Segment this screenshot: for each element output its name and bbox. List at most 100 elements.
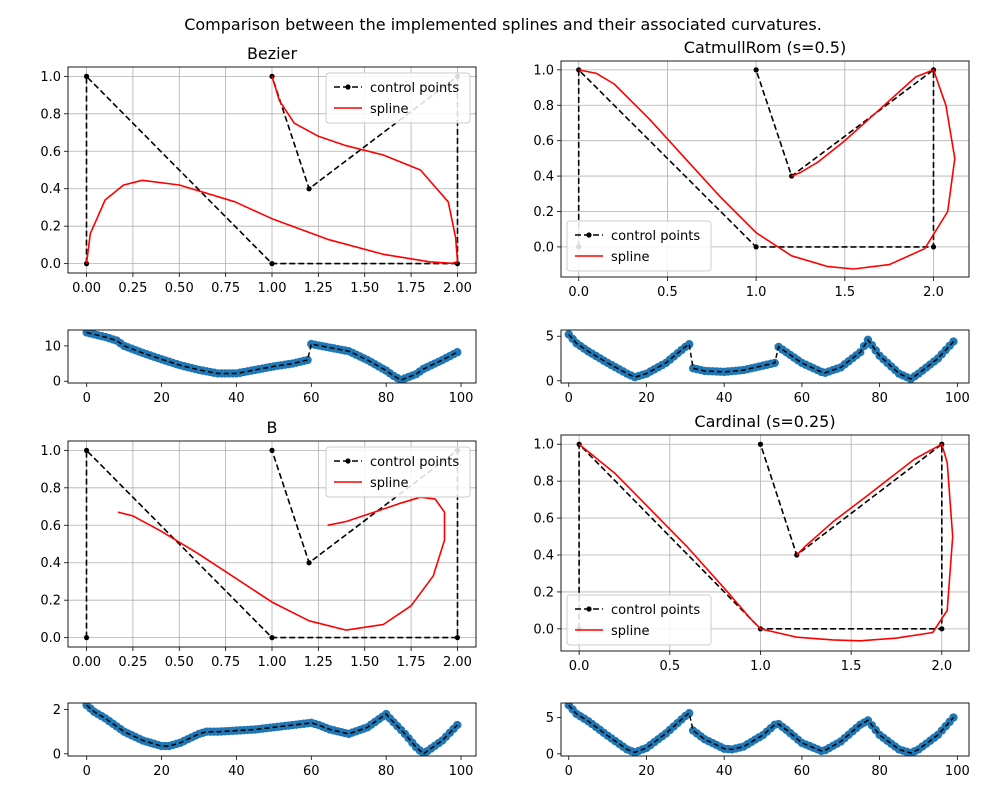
subplots: 0.00 0.25 0.50 0.75 1.00 1.25 1.50 1.75 2.000.00… <box>40 38 969 779</box>
y-tick-label: 1.0 <box>533 63 554 78</box>
control-point <box>269 447 275 453</box>
x-tick-label: 100 <box>449 391 474 406</box>
x-tick-label: 0.00 <box>72 655 101 670</box>
y-tick-label: 1.0 <box>40 444 61 459</box>
legend-box <box>325 446 471 498</box>
x-tick-label: 20 <box>638 764 655 779</box>
y-tick-label: 0.4 <box>40 556 61 571</box>
subplot-cardinal: 0.0 0.5 1.0 1.5 2.0 0.0 0.2 0.4 0.6 0.8 1.0 Cardina… <box>533 412 970 674</box>
y-tick-label: 10 <box>44 339 61 354</box>
plot-area <box>82 330 462 383</box>
curvature-line <box>86 704 458 755</box>
plot-area <box>83 73 461 267</box>
x-tick-label: 1.0 <box>750 659 771 674</box>
x-tick-label: 20 <box>153 764 170 779</box>
curvature-point <box>453 348 462 357</box>
control-point <box>306 186 312 192</box>
y-tick-label: 0.0 <box>40 257 61 272</box>
x-tick-label: 0.0 <box>568 285 589 300</box>
x-tick-label: 0.75 <box>211 281 240 296</box>
x-tick-label: 20 <box>153 391 170 406</box>
x-tick-label: 0 <box>83 764 91 779</box>
control-point <box>269 635 275 641</box>
curvature-line <box>568 334 955 380</box>
x-tick-label: 2.0 <box>931 659 952 674</box>
x-tick-label: 0.0 <box>569 659 590 674</box>
x-tick-label: 1.00 <box>258 655 287 670</box>
control-point <box>83 73 90 79</box>
control-point <box>269 73 275 79</box>
x-tick-label: 0.25 <box>118 281 147 296</box>
y-tick-label: 0.6 <box>40 145 61 160</box>
spline-line <box>578 443 954 642</box>
y-tick-label: 0.6 <box>40 519 61 534</box>
x-tick-label: 0.50 <box>165 655 194 670</box>
x-tick-label: 1.25 <box>304 281 333 296</box>
plot-area <box>82 703 462 756</box>
x-tick-label: 40 <box>716 391 733 406</box>
x-tick-label: 0 <box>565 764 573 779</box>
legend-box <box>566 594 712 646</box>
y-tick-label: 0.2 <box>533 205 554 220</box>
x-tick-label: 40 <box>228 764 245 779</box>
legend-box <box>566 220 712 272</box>
panel-title: Bezier <box>247 44 298 63</box>
y-tick-label: 0.6 <box>533 134 554 149</box>
x-tick-label: 0.5 <box>657 285 678 300</box>
axes-frame <box>67 440 477 648</box>
x-tick-label: 40 <box>716 764 733 779</box>
y-tick-label: 0.8 <box>40 481 61 496</box>
x-tick-label: 1.0 <box>746 285 767 300</box>
x-tick-label: 100 <box>945 391 970 406</box>
x-tick-label: 1.75 <box>397 655 426 670</box>
x-tick-label: 1.50 <box>350 655 379 670</box>
y-tick-label: 5 <box>546 711 554 726</box>
panel-title: CatmullRom (s=0.5) <box>684 38 846 57</box>
y-tick-label: 1.0 <box>40 70 61 85</box>
y-tick-label: 0 <box>53 375 61 390</box>
legend-control-marker <box>345 458 351 464</box>
y-tick-label: 0.8 <box>40 107 61 122</box>
subplot-b: 0.00 0.25 0.50 0.75 1.00 1.25 1.50 1.75 2.00 0.0 0… <box>40 418 477 670</box>
y-tick-label: 0.4 <box>533 549 554 564</box>
x-tick-label: 1.00 <box>258 281 287 296</box>
x-tick-label: 80 <box>378 764 395 779</box>
x-tick-label: 40 <box>228 391 245 406</box>
y-tick-label: 0.6 <box>533 512 554 527</box>
legend-control-label: control points <box>611 229 700 244</box>
subplot-catmull_curv: 0 20 40 60 80 100 0 5 <box>546 329 970 406</box>
legend-control-label: control points <box>370 81 459 96</box>
axes-frame <box>67 702 477 757</box>
legend-spline-label: spline <box>370 476 409 491</box>
control-point <box>930 244 937 250</box>
y-tick-label: 0.8 <box>533 99 554 114</box>
x-tick-label: 0.5 <box>659 659 680 674</box>
y-tick-label: 0.0 <box>533 240 554 255</box>
x-tick-label: 0.75 <box>211 655 240 670</box>
axes-frame <box>560 60 970 278</box>
y-tick-label: 0.4 <box>40 182 61 197</box>
curvature-point <box>303 355 312 365</box>
spline-line <box>578 69 956 270</box>
x-tick-label: 2.00 <box>443 281 472 296</box>
spline-line <box>85 76 459 265</box>
panel-title: Cardinal (s=0.25) <box>694 412 835 431</box>
y-tick-label: 0.8 <box>533 475 554 490</box>
x-tick-label: 1.5 <box>841 659 862 674</box>
control-point <box>757 441 764 447</box>
legend-spline-label: spline <box>611 624 650 639</box>
legend-box <box>325 72 471 124</box>
axes-frame <box>560 702 970 757</box>
plot-area <box>83 447 461 641</box>
legend: control points spline <box>566 220 712 272</box>
control-point <box>306 560 312 566</box>
legend: control points spline <box>325 72 471 124</box>
y-tick-label: 0.4 <box>533 170 554 185</box>
legend-control-label: control points <box>370 455 459 470</box>
axes-frame <box>560 434 970 652</box>
control-point <box>753 67 759 73</box>
x-tick-label: 60 <box>794 391 811 406</box>
legend-control-marker <box>586 606 592 612</box>
